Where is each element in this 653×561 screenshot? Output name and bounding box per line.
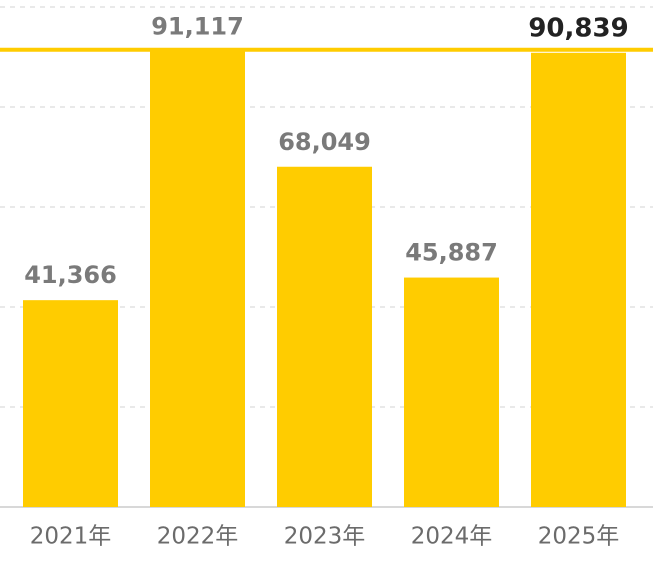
bar [404,277,499,507]
x-tick-label: 2023年 [284,524,366,550]
x-tick-label: 2021年 [30,524,112,550]
value-label: 91,117 [151,12,244,40]
value-label: 45,887 [405,239,498,267]
x-tick-label: 2024年 [411,524,493,550]
bar [531,52,626,508]
x-tick-label: 2025年 [538,524,620,550]
value-label: 90,839 [528,13,628,43]
x-tick-label: 2022年 [157,524,239,550]
bar [23,300,118,507]
value-label: 41,366 [24,261,117,289]
value-label: 68,049 [278,128,371,156]
bar [277,166,372,507]
bar [150,51,245,507]
